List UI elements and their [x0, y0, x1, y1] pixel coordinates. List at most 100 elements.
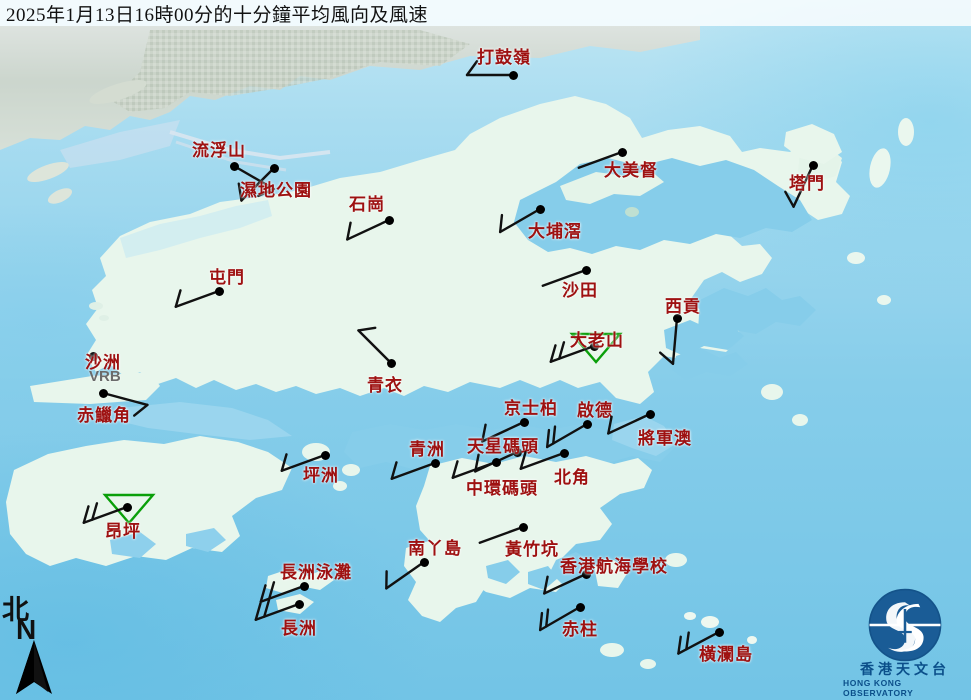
station-label: 將軍澳	[638, 429, 692, 448]
station-label: 天星碼頭	[467, 437, 539, 456]
station-marker-dot	[269, 163, 279, 173]
station-label: 長洲泳灘	[280, 563, 352, 582]
station-marker-dot	[645, 409, 655, 419]
wind-barb-icon	[357, 326, 393, 365]
station-marker-dot	[575, 602, 585, 612]
station-marker-dot	[320, 450, 330, 460]
station-label: 京士柏	[504, 399, 558, 418]
station-label: 橫瀾島	[699, 645, 753, 664]
station-marker-dot	[518, 522, 528, 532]
wind-barb-icon	[465, 60, 515, 77]
station-marker-dot	[581, 569, 591, 579]
station-label: 濕地公園	[240, 181, 312, 200]
station-label: 沙田	[562, 281, 598, 300]
north-needle-icon	[16, 640, 52, 694]
station-marker-dot	[386, 358, 396, 368]
station-marker-dot	[508, 70, 518, 80]
station-label: 坪洲	[303, 466, 339, 485]
station-marker-dot	[672, 313, 682, 323]
wind-barb-icon	[481, 420, 526, 443]
station-label: 啟德	[577, 401, 613, 420]
page-title: 2025年1月13日16時00分的十分鐘平均風向及風速	[6, 4, 429, 26]
wind-barb-icon	[538, 605, 582, 632]
station-marker-dot	[589, 341, 599, 351]
station-marker-dot	[122, 502, 132, 512]
wind-barb-icon	[519, 451, 566, 470]
north-label-cn: 北	[2, 595, 29, 625]
station-label: 中環碼頭	[466, 479, 538, 498]
station-label: 青衣	[367, 376, 403, 395]
wind-barb-icon	[390, 461, 437, 480]
wind-barb-icon	[280, 453, 327, 472]
wind-barb-icon	[607, 412, 652, 435]
gale-warning-triangle-icon	[102, 493, 156, 525]
station-label: 黃竹坑	[505, 540, 559, 559]
station-label: 香港航海學校	[560, 557, 668, 576]
wind-barb-icon	[543, 572, 588, 595]
station-label: 沙洲	[85, 353, 121, 372]
north-label-en: N	[16, 614, 37, 645]
station-marker-dot	[299, 581, 309, 591]
station-marker-dot	[582, 419, 592, 429]
station-marker-dot	[714, 627, 724, 637]
station-marker-dot	[535, 204, 545, 214]
station-marker-dot	[419, 557, 429, 567]
wind-barb-icon	[541, 268, 588, 287]
station-marker-dot	[617, 147, 627, 157]
station-wind-variable-label: VRB	[89, 368, 121, 385]
station-label: 長洲	[281, 619, 317, 638]
wind-barb-icon	[237, 166, 276, 202]
station-marker-dot	[519, 417, 529, 427]
station-marker-dot	[512, 447, 522, 457]
wind-barb-icon	[259, 581, 306, 603]
station-label: 赤柱	[562, 620, 598, 639]
station-label: 大美督	[604, 161, 658, 180]
wind-barb-icon	[174, 289, 221, 308]
station-label: 石崗	[349, 195, 385, 214]
wind-barb-icon	[82, 502, 129, 524]
station-marker-dot	[808, 160, 818, 170]
wind-barb-icon	[385, 560, 426, 590]
station-marker-dot	[430, 458, 440, 468]
station-label: 大老山	[570, 331, 624, 350]
wind-barb-icon	[677, 630, 721, 655]
title-bar: 2025年1月13日16時00分的十分鐘平均風向及風速	[0, 0, 971, 26]
hko-logo: 香港天文台 HONG KONG OBSERVATORY	[843, 580, 967, 698]
north-arrow: 北 N	[2, 588, 62, 700]
wind-barb-icon	[478, 525, 525, 544]
logo-text-en: HONG KONG OBSERVATORY	[843, 678, 914, 698]
station-marker-dot	[229, 161, 239, 171]
wind-barb-icon	[545, 422, 589, 449]
station-label: 南丫島	[408, 539, 462, 558]
station-label: 塔門	[789, 174, 825, 193]
station-label: 打鼓嶺	[477, 48, 531, 67]
station-label: 青洲	[409, 440, 445, 459]
station-marker-dot	[384, 215, 394, 225]
wind-barb-icon	[346, 218, 391, 241]
wind-barb-icon	[232, 164, 276, 198]
station-marker-dot	[559, 448, 569, 458]
station-label: 大埔滘	[528, 222, 582, 241]
wind-barb-icon	[577, 150, 624, 169]
wind-barb-icon	[498, 207, 542, 234]
station-marker-dot	[491, 457, 501, 467]
wind-barb-icon	[254, 599, 301, 621]
station-label: 屯門	[209, 268, 245, 287]
station-label: 流浮山	[192, 141, 246, 160]
station-label: 西貢	[665, 297, 701, 316]
wind-barb-icon	[658, 316, 679, 366]
station-label: 赤鱲角	[77, 406, 131, 425]
station-marker-dot	[88, 351, 98, 361]
station-marker-dot	[98, 388, 108, 398]
wind-barb-icon	[451, 460, 498, 479]
station-label: 北角	[554, 468, 590, 487]
observatory-emblem-icon	[868, 588, 942, 661]
station-marker-dot	[214, 286, 224, 296]
logo-text-cn: 香港天文台	[860, 662, 950, 678]
station-marker-dot	[581, 265, 591, 275]
station-marker-dot	[294, 599, 304, 609]
gale-warning-triangle-icon	[569, 332, 623, 364]
wind-barb-icon	[784, 163, 815, 208]
